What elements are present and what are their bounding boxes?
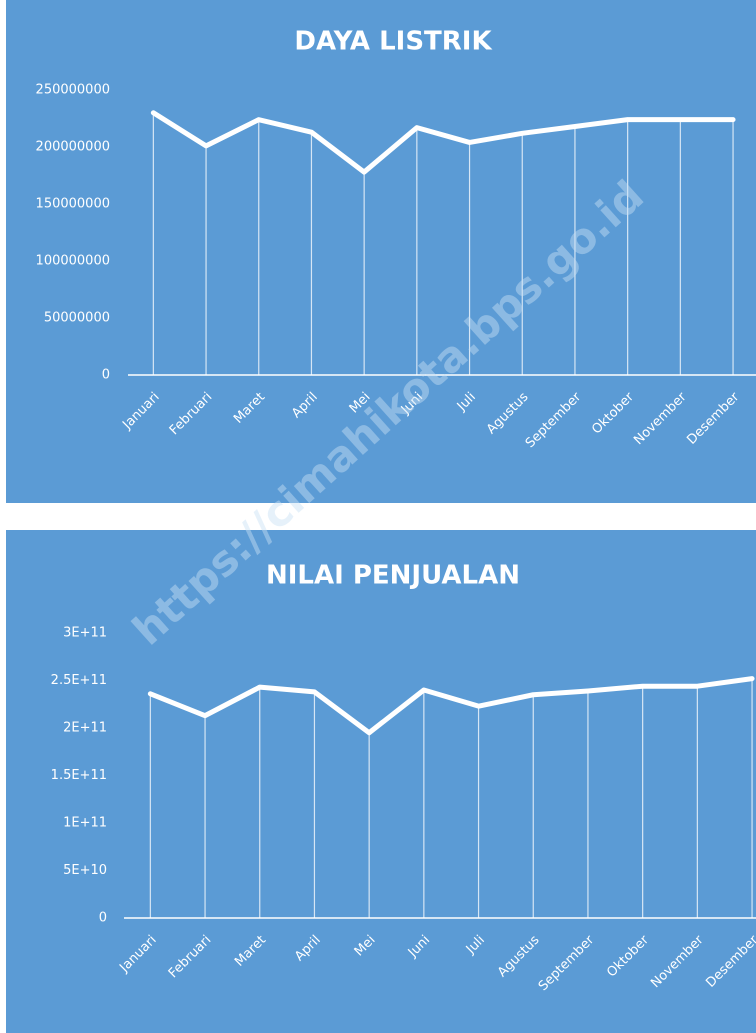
y-tick-label: 2.5E+11 <box>51 673 107 688</box>
y-tick-label: 1E+11 <box>63 816 107 831</box>
line <box>147 676 755 736</box>
y-tick-label: 1.5E+11 <box>51 768 107 783</box>
y-tick-label: 3E+11 <box>63 626 107 641</box>
y-tick-label: 5E+10 <box>63 863 107 878</box>
y-tick-label: 2E+11 <box>63 721 107 736</box>
y-tick-label: 250000000 <box>36 83 110 98</box>
chart-panel <box>6 0 756 503</box>
chart-panel <box>6 530 756 1033</box>
y-tick-label: 200000000 <box>36 140 110 155</box>
y-tick-label: 0 <box>102 368 110 383</box>
y-tick-label: 150000000 <box>36 197 110 212</box>
y-tick-label: 100000000 <box>36 254 110 269</box>
chart-title: DAYA LISTRIK <box>294 27 492 57</box>
y-tick-label: 0 <box>99 911 107 926</box>
chart-title: NILAI PENJUALAN <box>266 561 520 591</box>
line <box>150 110 736 175</box>
y-tick-label: 50000000 <box>44 311 110 326</box>
